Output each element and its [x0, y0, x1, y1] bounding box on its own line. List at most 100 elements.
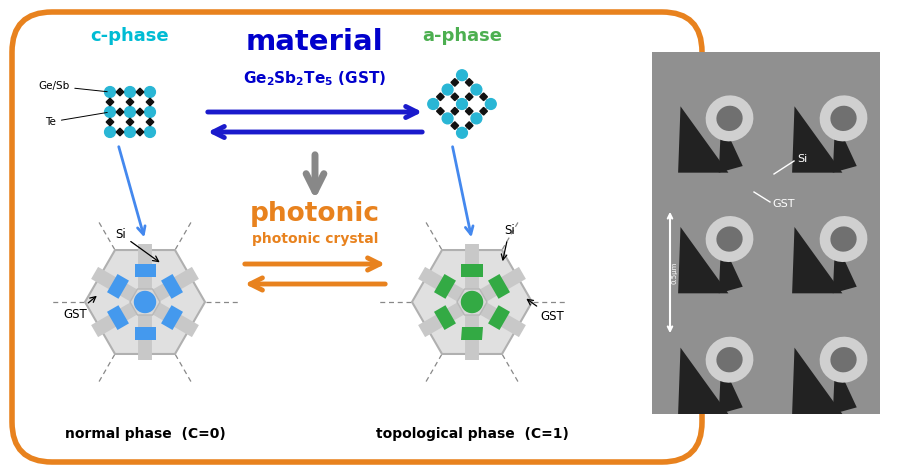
- Ellipse shape: [706, 95, 753, 141]
- Polygon shape: [465, 108, 473, 115]
- Circle shape: [104, 127, 115, 137]
- Text: Si: Si: [501, 224, 515, 260]
- Polygon shape: [107, 274, 129, 299]
- Polygon shape: [106, 118, 113, 126]
- Polygon shape: [832, 361, 857, 414]
- Circle shape: [145, 87, 156, 97]
- Polygon shape: [130, 289, 160, 315]
- Text: normal phase  (C=0): normal phase (C=0): [65, 427, 225, 441]
- Ellipse shape: [716, 106, 742, 131]
- Text: c-phase: c-phase: [91, 27, 169, 45]
- Circle shape: [471, 113, 482, 124]
- Circle shape: [124, 87, 135, 97]
- Ellipse shape: [706, 216, 753, 262]
- Polygon shape: [792, 347, 842, 414]
- Polygon shape: [465, 93, 473, 100]
- Text: Si: Si: [797, 154, 807, 164]
- Ellipse shape: [831, 106, 857, 131]
- Polygon shape: [434, 305, 456, 330]
- Polygon shape: [134, 264, 156, 277]
- Polygon shape: [462, 327, 482, 340]
- Circle shape: [124, 127, 135, 137]
- Circle shape: [456, 128, 467, 138]
- Text: material: material: [246, 28, 384, 56]
- Polygon shape: [161, 305, 183, 330]
- Ellipse shape: [716, 227, 742, 252]
- Text: Te: Te: [45, 112, 107, 127]
- Circle shape: [456, 70, 467, 81]
- Polygon shape: [116, 128, 124, 136]
- Ellipse shape: [831, 347, 857, 373]
- Polygon shape: [116, 88, 124, 96]
- Text: photonic crystal: photonic crystal: [252, 232, 378, 246]
- Polygon shape: [136, 108, 144, 116]
- FancyBboxPatch shape: [12, 12, 702, 462]
- Circle shape: [456, 99, 467, 109]
- Text: GST: GST: [527, 300, 563, 323]
- Text: GST: GST: [63, 297, 95, 320]
- Polygon shape: [832, 119, 857, 173]
- Text: photonic: photonic: [250, 201, 380, 227]
- Circle shape: [442, 84, 453, 95]
- Polygon shape: [107, 305, 129, 330]
- Polygon shape: [85, 250, 205, 354]
- Polygon shape: [488, 274, 510, 299]
- Ellipse shape: [706, 337, 753, 383]
- Ellipse shape: [820, 95, 868, 141]
- Circle shape: [428, 99, 438, 109]
- Polygon shape: [465, 122, 473, 129]
- Circle shape: [104, 107, 115, 118]
- Polygon shape: [480, 93, 488, 100]
- Text: Si: Si: [115, 228, 158, 262]
- Polygon shape: [457, 289, 487, 315]
- Polygon shape: [134, 327, 156, 340]
- Text: 0.5μm: 0.5μm: [672, 261, 678, 283]
- Polygon shape: [116, 108, 124, 116]
- Polygon shape: [106, 98, 113, 106]
- Ellipse shape: [716, 347, 742, 373]
- Circle shape: [104, 87, 115, 97]
- Text: $\mathbf{Ge_2Sb_2Te_5}$ (GST): $\mathbf{Ge_2Sb_2Te_5}$ (GST): [243, 70, 387, 88]
- Ellipse shape: [820, 337, 868, 383]
- Circle shape: [485, 99, 496, 109]
- Polygon shape: [792, 227, 842, 293]
- Polygon shape: [832, 240, 857, 293]
- Text: GST: GST: [772, 199, 795, 209]
- Polygon shape: [719, 361, 742, 414]
- Polygon shape: [451, 93, 459, 100]
- Circle shape: [471, 84, 482, 95]
- Polygon shape: [451, 79, 459, 86]
- Circle shape: [134, 292, 156, 312]
- Polygon shape: [719, 119, 742, 173]
- Polygon shape: [436, 93, 445, 100]
- Ellipse shape: [820, 216, 868, 262]
- Text: a-phase: a-phase: [422, 27, 502, 45]
- Polygon shape: [462, 264, 482, 277]
- Polygon shape: [434, 274, 456, 299]
- Text: topological phase  (C=1): topological phase (C=1): [375, 427, 569, 441]
- Polygon shape: [126, 118, 134, 126]
- Circle shape: [145, 127, 156, 137]
- Circle shape: [145, 107, 156, 118]
- Text: Ge/Sb: Ge/Sb: [38, 81, 107, 91]
- Polygon shape: [136, 128, 144, 136]
- Polygon shape: [126, 98, 134, 106]
- Polygon shape: [480, 108, 488, 115]
- Circle shape: [442, 113, 453, 124]
- Polygon shape: [678, 227, 728, 293]
- Polygon shape: [719, 240, 742, 293]
- Polygon shape: [436, 108, 445, 115]
- Polygon shape: [792, 106, 842, 173]
- Polygon shape: [678, 106, 728, 173]
- Circle shape: [462, 292, 482, 312]
- Polygon shape: [465, 79, 473, 86]
- Polygon shape: [161, 274, 183, 299]
- FancyBboxPatch shape: [652, 52, 880, 414]
- Polygon shape: [451, 108, 459, 115]
- Polygon shape: [451, 122, 459, 129]
- Polygon shape: [146, 118, 154, 126]
- Polygon shape: [146, 98, 154, 106]
- Circle shape: [124, 107, 135, 118]
- Polygon shape: [136, 88, 144, 96]
- Ellipse shape: [831, 227, 857, 252]
